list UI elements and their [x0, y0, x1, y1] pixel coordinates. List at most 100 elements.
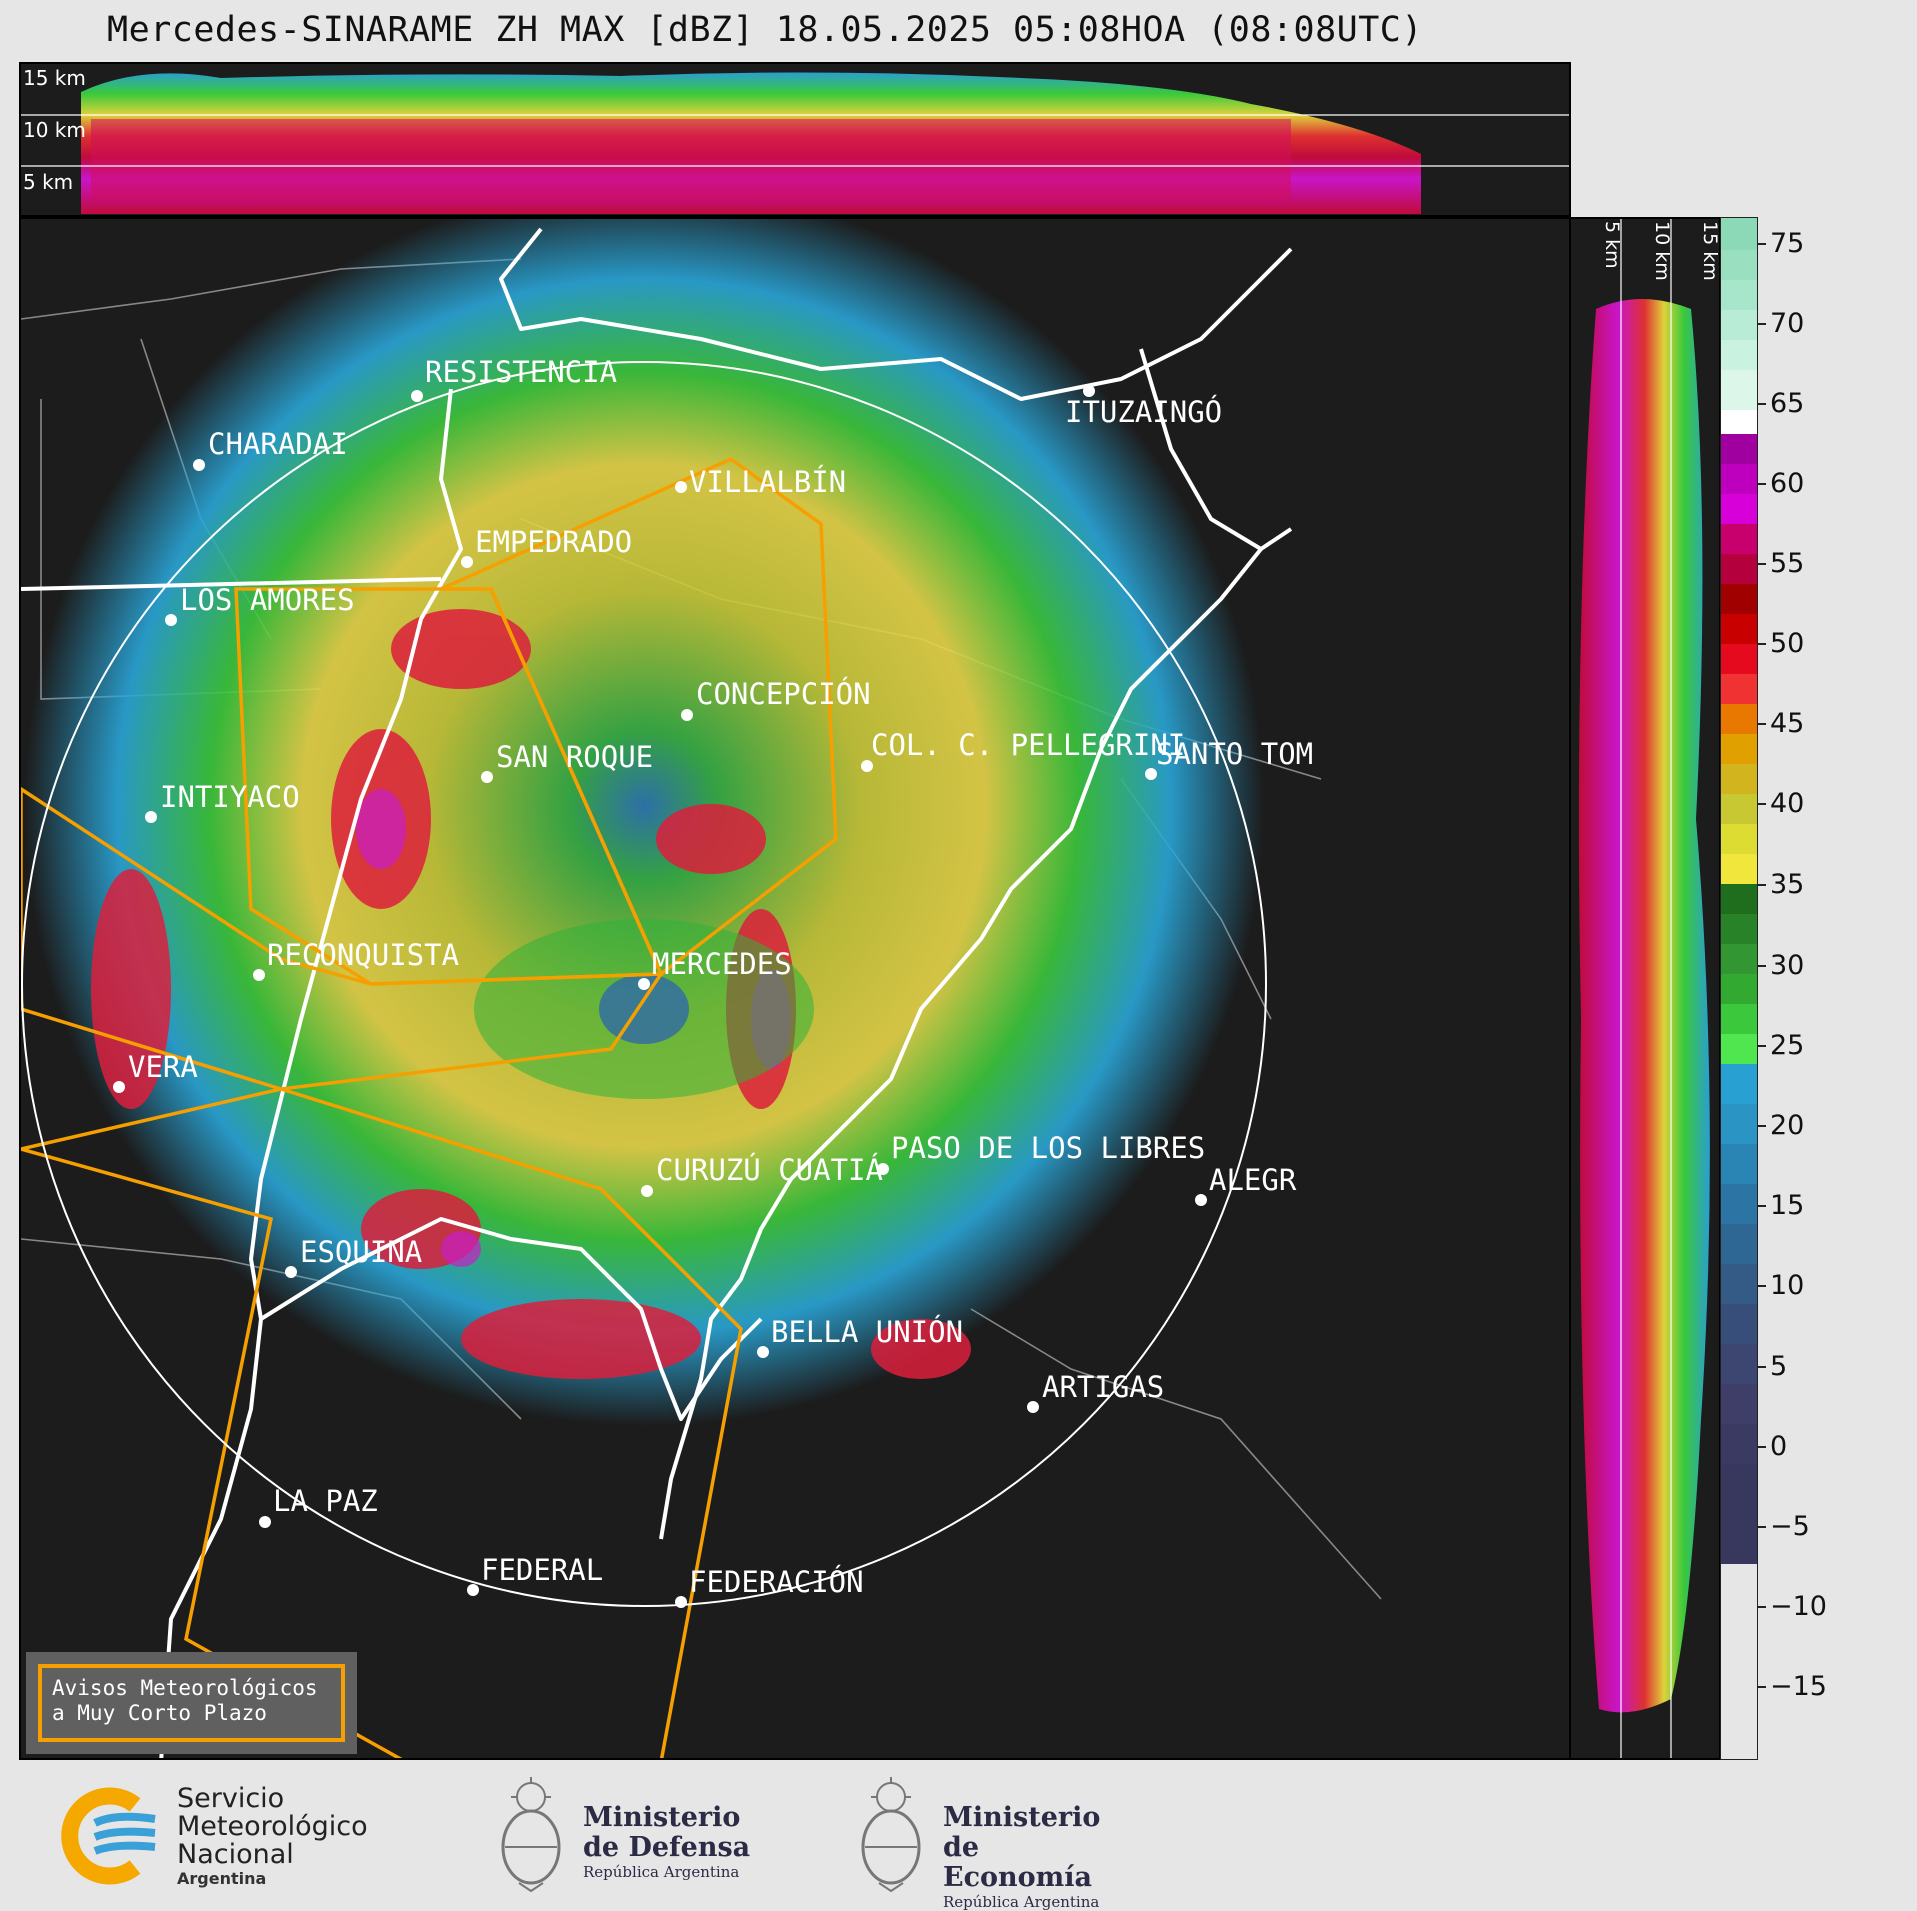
top-cross-section: 15 km 10 km 5 km [19, 62, 1571, 217]
top-cross-section-echoes [21, 72, 1569, 214]
colorbar-tick [1758, 323, 1766, 325]
smn-line-4: Argentina [177, 1869, 267, 1888]
height-label-15km: 15 km [23, 66, 86, 90]
side-cross-section-echoes [1578, 219, 1710, 1758]
colorbar-tick-label: 75 [1770, 228, 1805, 259]
coat-of-arms-icon [501, 1777, 561, 1893]
smn-line-3: Nacional [177, 1839, 294, 1870]
colorbar-tick [1758, 1045, 1766, 1047]
colorbar-tick-label: 50 [1770, 628, 1805, 659]
city-dot [253, 969, 265, 981]
city-label-ituzaingo: ITUZAINGÓ [1065, 395, 1223, 429]
city-label-santo-tome: SANTO TOM [1156, 737, 1314, 771]
city-dot [1083, 385, 1095, 397]
colorbar-tick [1758, 403, 1766, 405]
smn-line-1: Servicio [177, 1783, 285, 1814]
city-dot [481, 771, 493, 783]
colorbar-tick [1758, 643, 1766, 645]
colorbar-tick [1758, 483, 1766, 485]
city-label-san-roque: SAN ROQUE [496, 740, 654, 774]
city-dot [757, 1346, 769, 1358]
legend-line-2: a Muy Corto Plazo [52, 1701, 267, 1725]
height-label-15km: 15 km [1699, 221, 1721, 281]
city-dot [145, 811, 157, 823]
side-cross-section: 5 km 10 km 15 km [1569, 217, 1721, 1760]
colorbar-tick [1758, 563, 1766, 565]
colorbar-tick-label: 20 [1770, 1110, 1805, 1141]
colorbar-tick [1758, 884, 1766, 886]
radar-site-dot [638, 978, 650, 990]
defensa-line-3: República Argentina [583, 1863, 740, 1881]
city-label-resistencia: RESISTENCIA [425, 355, 618, 389]
height-label-5km: 5 km [23, 170, 74, 194]
height-label-5km: 5 km [1601, 221, 1623, 269]
city-label-paso-de-los-libres: PASO DE LOS LIBRES [891, 1131, 1206, 1165]
city-dot [285, 1266, 297, 1278]
legend-line-1: Avisos Meteorológicos [52, 1676, 318, 1700]
smn-emblem-icon [61, 1787, 156, 1885]
city-dot [641, 1185, 653, 1197]
city-label-los-amores: LOS AMORES [180, 583, 355, 617]
colorbar-tick-label: 25 [1770, 1030, 1805, 1061]
city-dot [1145, 768, 1157, 780]
smn-logo: Servicio Meteorológico Nacional Argentin… [55, 1783, 395, 1888]
colorbar-tick-label: 70 [1770, 308, 1805, 339]
city-label-federacion: FEDERACIÓN [689, 1565, 864, 1599]
colorbar-tick-label: 65 [1770, 388, 1805, 419]
city-dot [877, 1163, 889, 1175]
economia-line-1: Ministerio [943, 1802, 1101, 1833]
colorbar-tick [1758, 1366, 1766, 1368]
defensa-line-1: Ministerio [583, 1802, 741, 1833]
city-label-curuzu-cuatia: CURUZÚ CUATIÁ [656, 1153, 883, 1187]
colorbar-tick-label: 10 [1770, 1270, 1805, 1301]
city-label-col-pellegrini: COL. C. PELLEGRINI [871, 728, 1186, 762]
city-label-intiyaco: INTIYACO [160, 780, 300, 814]
city-dot [461, 556, 473, 568]
coat-of-arms-icon [861, 1777, 921, 1893]
city-label-concepcion: CONCEPCIÓN [696, 677, 871, 711]
colorbar-tick [1758, 1205, 1766, 1207]
economia-line-3: República Argentina [943, 1893, 1100, 1911]
colorbar-tick-label: 5 [1770, 1351, 1788, 1382]
city-label-artigas: ARTIGAS [1042, 1370, 1165, 1404]
colorbar-tick-label: −5 [1770, 1511, 1810, 1542]
defensa-logo: Ministerio de Defensa República Argentin… [495, 1775, 755, 1895]
warnings-legend-frame: Avisos Meteorológicos a Muy Corto Plazo [38, 1664, 345, 1742]
city-dot [165, 614, 177, 626]
colorbar-tick [1758, 1285, 1766, 1287]
city-label-vera: VERA [128, 1050, 198, 1084]
city-label-bella-union: BELLA UNIÓN [771, 1315, 964, 1349]
colorbar-tick-label: 40 [1770, 788, 1805, 819]
city-label-villalbin: VILLALBÍN [689, 465, 847, 499]
page-title: Mercedes-SINARAME ZH MAX [dBZ] 18.05.202… [107, 10, 1423, 50]
city-dot [193, 459, 205, 471]
colorbar-tick [1758, 1686, 1766, 1688]
city-dot [681, 709, 693, 721]
colorbar-tick-label: −15 [1770, 1671, 1827, 1702]
colorbar-tick-label: 35 [1770, 869, 1805, 900]
colorbar-tick [1758, 965, 1766, 967]
city-dot [467, 1584, 479, 1596]
city-dot [675, 1596, 687, 1608]
city-dot [1027, 1401, 1039, 1413]
dbz-colorbar [1720, 217, 1758, 1760]
city-label-alegrete: ALEGR [1209, 1163, 1297, 1197]
colorbar-tick-label: 15 [1770, 1190, 1805, 1221]
city-label-mercedes: MERCEDES [652, 947, 792, 981]
city-label-empedrado: EMPEDRADO [475, 525, 633, 559]
city-label-reconquista: RECONQUISTA [267, 938, 460, 972]
radar-map-layer [21, 219, 1382, 1758]
defensa-line-2: de Defensa [583, 1832, 751, 1863]
colorbar-tick [1758, 803, 1766, 805]
colorbar-tick-label: 45 [1770, 708, 1805, 739]
colorbar-tick [1758, 1606, 1766, 1608]
colorbar-tick [1758, 1125, 1766, 1127]
city-dot [411, 390, 423, 402]
smn-line-2: Meteorológico [177, 1811, 368, 1842]
colorbar-tick-label: 30 [1770, 950, 1805, 981]
colorbar-tick [1758, 723, 1766, 725]
colorbar-tick [1758, 1526, 1766, 1528]
colorbar-tick [1758, 1446, 1766, 1448]
colorbar-tick-label: −10 [1770, 1591, 1827, 1622]
city-dot [675, 481, 687, 493]
